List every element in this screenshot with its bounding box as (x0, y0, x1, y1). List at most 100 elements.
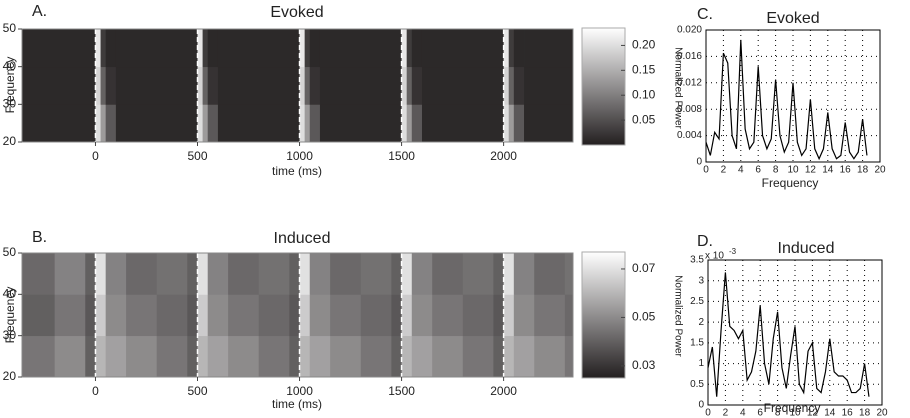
x-tick-label: 0 (92, 149, 99, 163)
heatmap-cell (309, 294, 331, 337)
heatmap-cell (126, 253, 158, 295)
y-tick-label: 0 (696, 157, 702, 168)
heatmap-cell (309, 335, 331, 378)
heatmap-cell (401, 29, 408, 68)
x-tick-label: 1500 (388, 149, 415, 163)
y-tick-label: 20 (3, 134, 17, 148)
heatmap-cell (228, 294, 260, 337)
heatmap-cell (54, 335, 86, 378)
heatmap-cell (406, 104, 413, 143)
heatmap-cell (421, 29, 505, 68)
heatmap-cell (207, 294, 229, 337)
heatmap-cell (54, 253, 86, 295)
chart-title: Induced (274, 230, 331, 247)
heatmap-cell (401, 104, 408, 143)
y-tick-label: 0.020 (677, 25, 702, 36)
heatmap-cell (100, 104, 107, 143)
heatmap-cell (299, 253, 311, 295)
x-tick-label: 2000 (490, 149, 517, 163)
y-tick-label: 50 (3, 21, 17, 35)
heatmap-cell (330, 253, 362, 295)
heatmap-cell (503, 29, 510, 68)
heatmap-cell (207, 29, 219, 68)
heatmap-cell (513, 253, 535, 295)
heatmap-cell (391, 253, 402, 295)
heatmap-cell (207, 66, 219, 105)
y-tick-label: 1.5 (690, 337, 704, 348)
heatmap-cell (22, 104, 96, 143)
colorbar-label: Normalized Power (672, 47, 683, 129)
heatmap-cell (289, 335, 300, 378)
heatmap-cell (304, 29, 311, 68)
panel-label: D. (697, 233, 713, 250)
panel-label: A. (32, 3, 47, 20)
heatmap-cell (187, 294, 198, 337)
heatmap-cell (197, 104, 204, 143)
heatmap-cell (105, 294, 127, 337)
heatmap-cell (217, 104, 300, 143)
heatmap-cell (22, 253, 56, 295)
x-tick-label: 16 (840, 165, 852, 176)
heatmap-cell (330, 335, 362, 378)
heatmap-cell (432, 294, 464, 337)
heatmap-cell (508, 66, 515, 105)
heatmap-cell (202, 104, 209, 143)
heatmap-cell (309, 253, 331, 295)
heatmap-cell (156, 335, 188, 378)
x-tick-label: 14 (824, 408, 836, 418)
heatmap-cell (411, 253, 433, 295)
heatmap-cell (319, 104, 402, 143)
heatmap-cell (289, 294, 300, 337)
heatmap-cell (95, 66, 101, 105)
heatmap-cell (105, 104, 117, 143)
heatmap-cell (100, 66, 107, 105)
x-tick-label: 16 (842, 408, 854, 418)
x-tick-label: 2000 (490, 384, 517, 398)
data-line (705, 39, 868, 161)
heatmap-cell (391, 294, 402, 337)
heatmap-cell (105, 253, 127, 295)
heatmap-cell (100, 29, 107, 68)
heatmap-cell (508, 29, 515, 68)
heatmap-cell (22, 66, 96, 105)
heatmap-cell (22, 294, 56, 337)
y-tick-label: 20 (3, 369, 17, 383)
panel-label: C. (697, 6, 713, 23)
heatmap-cell (258, 253, 290, 295)
heatmap-cell (197, 29, 204, 68)
heatmap-cell (503, 253, 515, 295)
plot-frame (705, 29, 881, 163)
colorbar-tick-label: 0.05 (632, 310, 656, 324)
heatmap-cell (508, 104, 515, 143)
heatmap-cell (319, 29, 402, 68)
heatmap-cell (401, 66, 408, 105)
heatmap-cell (564, 335, 574, 378)
heatmap-cell (524, 66, 574, 105)
colorbar-tick-label: 0.15 (632, 62, 656, 76)
heatmap-cell (513, 335, 535, 378)
y-tick-label: 40 (3, 287, 17, 301)
heatmap-cell (503, 335, 515, 378)
heatmap-cell (493, 294, 505, 337)
x-tick-label: 0 (703, 165, 709, 176)
heatmap-cell (513, 29, 525, 68)
heatmap-cell (299, 29, 306, 68)
heatmap-cell (95, 294, 107, 337)
heatmap-cell (406, 29, 413, 68)
heatmap-cell (513, 294, 535, 337)
y-tick-label: 1 (698, 358, 704, 369)
heatmap-cell (95, 253, 107, 295)
heatmap-cell (228, 335, 260, 378)
heatmap-cell (401, 294, 413, 337)
heatmap-cell (126, 335, 158, 378)
heatmap-cell (462, 294, 494, 337)
exponent-power: -3 (729, 247, 737, 256)
heatmap-cell (564, 294, 574, 337)
heatmap-cell (493, 335, 505, 378)
y-tick-label: 30 (3, 328, 17, 342)
heatmap-cell (564, 253, 574, 295)
heatmap-cell (197, 66, 204, 105)
colorbar (581, 251, 626, 379)
heatmap-cell (105, 335, 127, 378)
heatmap-cell (95, 29, 101, 68)
